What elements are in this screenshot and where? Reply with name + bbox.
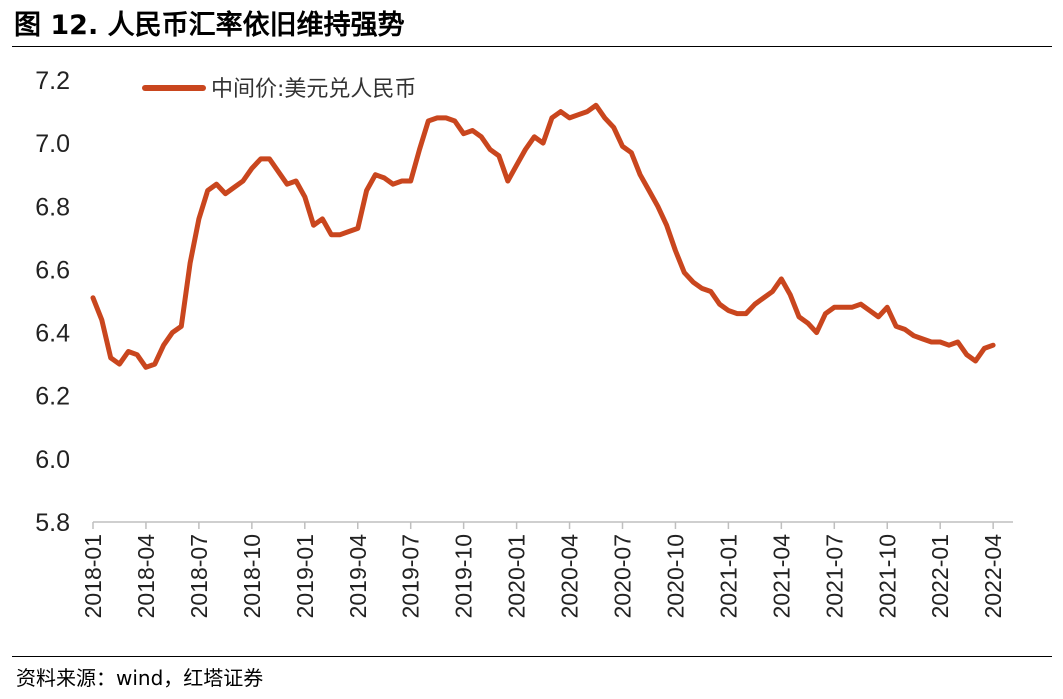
y-tick-label: 6.4: [35, 320, 70, 348]
x-tick-label: 2019-07: [398, 534, 424, 618]
legend: 中间价:美元兑人民币: [142, 77, 416, 102]
x-tick-label: 2018-07: [186, 534, 212, 618]
x-tick-label: 2019-10: [451, 534, 477, 618]
y-tick-label: 7.0: [35, 130, 70, 158]
title-divider: [12, 46, 1052, 47]
x-tick-label: 2018-04: [133, 534, 159, 619]
y-tick-label: 5.8: [35, 509, 70, 537]
x-tick-label: 2018-10: [239, 534, 265, 618]
y-tick-label: 6.2: [35, 383, 70, 411]
x-tick-label: 2020-01: [504, 534, 530, 618]
y-tick-label: 6.8: [35, 193, 70, 221]
x-tick-label: 2018-01: [80, 534, 106, 618]
x-tick-label: 2021-10: [874, 534, 900, 618]
series-layer: [90, 102, 996, 370]
x-tick-label: 2022-04: [980, 534, 1006, 619]
x-tick-label: 2021-04: [768, 534, 794, 619]
x-tick-label: 2020-07: [610, 534, 636, 618]
y-tick-label: 6.0: [35, 446, 70, 474]
series-line-usdcny: [90, 102, 996, 370]
source-note: 资料来源：wind，红塔证券: [16, 666, 264, 690]
x-tick-label: 2020-10: [662, 534, 688, 618]
y-tick-label: 6.6: [35, 256, 70, 284]
footer-divider: [12, 656, 1052, 657]
x-tick-label: 2020-04: [557, 534, 583, 619]
x-tick-label: 2021-01: [715, 534, 741, 618]
x-tick-label: 2022-01: [927, 534, 953, 618]
figure-title: 图 12. 人民币汇率依旧维持强势: [14, 10, 405, 41]
x-tick-label: 2021-07: [821, 534, 847, 618]
y-tick-label: 7.2: [35, 67, 70, 95]
x-tick-label: 2019-01: [292, 534, 318, 618]
x-tick-label: 2019-04: [345, 534, 371, 619]
x-axis: 2018-01 2018-04 2018-07 2018-10 2019-01 2019-…: [80, 521, 1013, 619]
y-axis: 5.8 6.0 6.2 6.4 6.6 6.8 7.0 7.2: [35, 67, 70, 537]
line-chart: 5.86.06.26.46.66.87.07.2 2018-01 2018-04 2…: [35, 67, 1013, 619]
legend-label: 中间价:美元兑人民币: [211, 77, 416, 102]
